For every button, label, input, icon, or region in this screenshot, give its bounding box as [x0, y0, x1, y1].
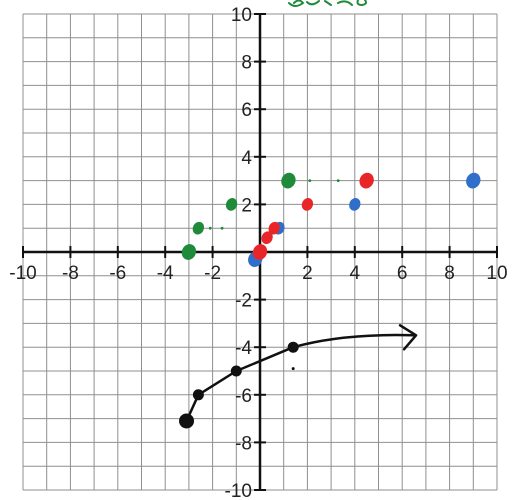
data-point: [268, 221, 280, 235]
trail-dot: [220, 226, 224, 230]
data-point: [301, 198, 314, 211]
y-tick-label: -4: [235, 338, 252, 359]
trail-dot: [208, 226, 212, 230]
y-tick-label: -8: [235, 433, 252, 454]
arrow-head: [398, 324, 418, 351]
data-point: [466, 172, 481, 189]
trail-dot: [308, 179, 312, 183]
data-point: [252, 244, 268, 260]
curve-point: [287, 341, 299, 353]
x-tick-label: 2: [302, 263, 313, 284]
y-tick-label: -10: [225, 481, 252, 500]
y-tick-label: 2: [241, 195, 252, 216]
x-tick-label: 4: [350, 263, 361, 284]
x-tick-label: -4: [157, 263, 174, 284]
x-tick-label: 10: [486, 263, 507, 284]
x-tick-label: -8: [62, 263, 79, 284]
curve-point: [230, 365, 242, 377]
data-point: [359, 172, 374, 189]
data-point: [192, 221, 205, 235]
y-tick-label: -2: [235, 291, 252, 312]
x-tick-label: -2: [204, 263, 221, 284]
data-point: [181, 244, 197, 260]
y-tick-label: -6: [235, 386, 252, 407]
y-tick-label: 6: [241, 100, 252, 121]
handwritten-note: [288, 0, 367, 7]
y-tick-label: 4: [241, 148, 252, 169]
x-tick-label: 6: [397, 263, 408, 284]
data-point: [349, 198, 361, 211]
stray-dot: [291, 367, 295, 371]
data-point: [281, 172, 296, 189]
x-tick-label: -10: [9, 263, 36, 284]
data-point: [225, 198, 238, 211]
curve-point: [192, 389, 204, 401]
trail-dot: [336, 179, 340, 183]
curve-point: [179, 413, 195, 429]
x-tick-label: -6: [109, 263, 126, 284]
x-tick-label: 8: [444, 263, 455, 284]
y-tick-label: 10: [231, 5, 252, 26]
data-point: [261, 231, 273, 245]
tick-labels: -10 -8 -6 -4 -2 2 4 6 8 10 10 8 6 4 2 -2 -4 -6 -8 -10: [9, 5, 507, 500]
plotted-marks: [179, 172, 481, 429]
y-tick-label: 8: [241, 53, 252, 74]
curve-line: [185, 333, 416, 423]
